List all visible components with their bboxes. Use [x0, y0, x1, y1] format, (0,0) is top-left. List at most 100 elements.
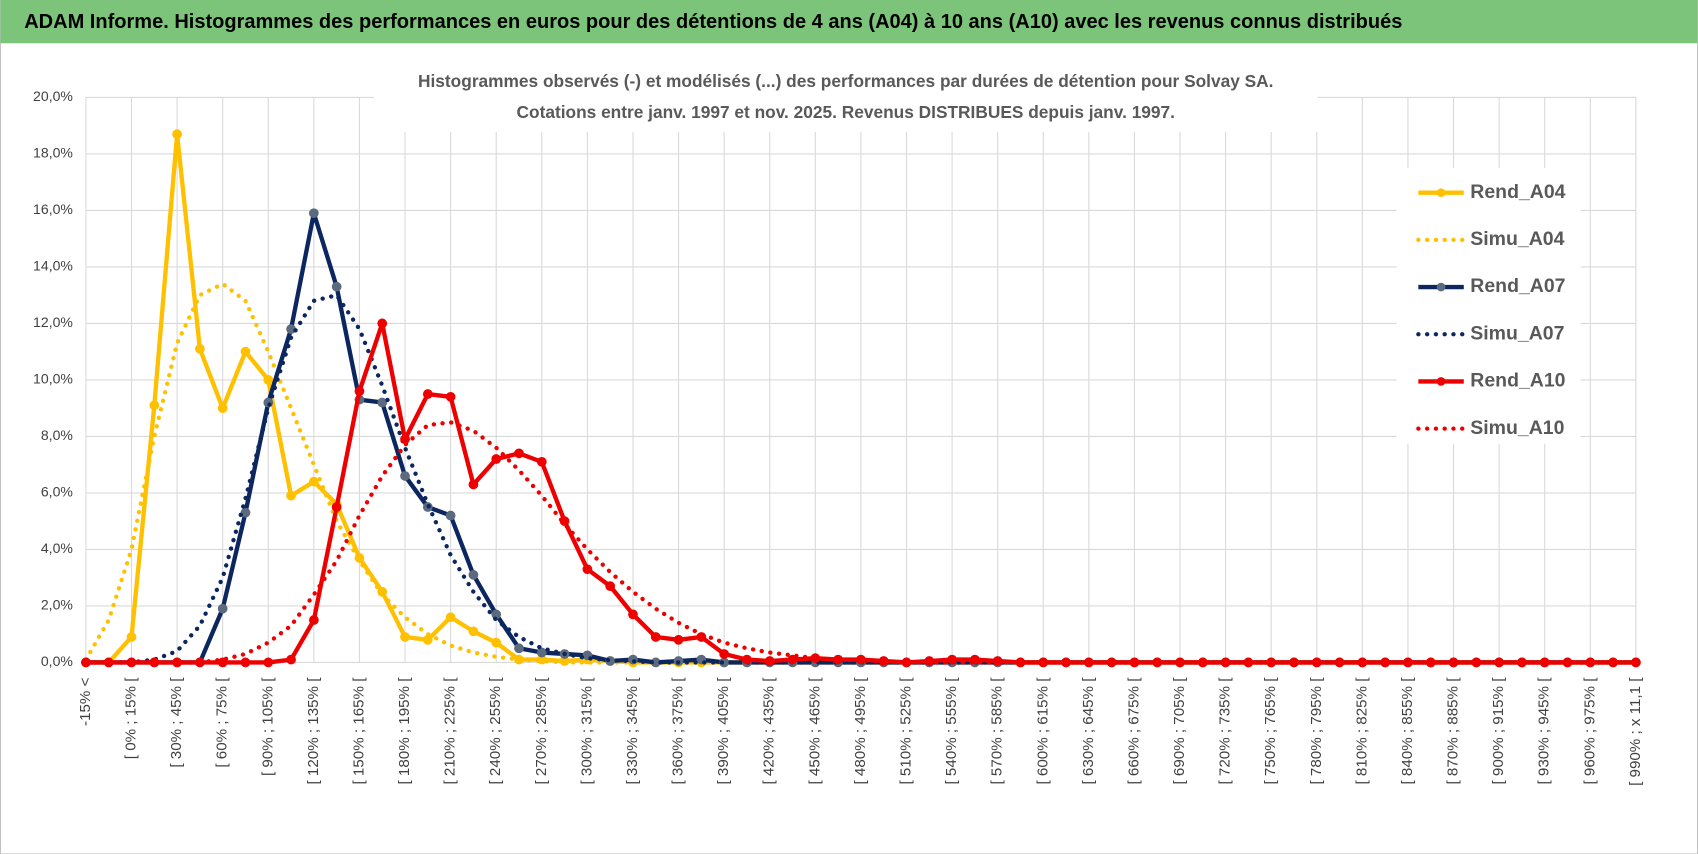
data-point — [377, 397, 388, 408]
x-tick-label: [ 30% ; 45% [ — [168, 677, 185, 768]
x-tick-label: [ 930% ; 945% [ — [1536, 677, 1553, 785]
legend-marker — [1436, 188, 1446, 197]
data-point — [240, 346, 251, 357]
data-point — [331, 502, 342, 512]
data-point — [400, 632, 410, 642]
x-tick-label: [ 990% ; x 11,1 [ — [1627, 677, 1644, 786]
x-tick-label: [ 120% ; 135% [ — [305, 677, 322, 785]
data-point — [445, 391, 456, 402]
data-point — [605, 581, 616, 592]
legend-label: Rend_A07 — [1470, 275, 1565, 297]
chart-title: Histogrammes observés (-) et modélisés (… — [418, 71, 1273, 91]
y-tick-label: 0,0% — [41, 653, 73, 669]
chart-subtitle: Cotations entre janv. 1997 et nov. 2025.… — [517, 102, 1175, 122]
y-tick-label: 8,0% — [41, 427, 73, 443]
data-point — [172, 129, 182, 140]
x-tick-label: [ 510% ; 525% [ — [897, 677, 914, 785]
y-tick-label: 6,0% — [41, 484, 73, 500]
x-tick-label: [ 600% ; 615% [ — [1034, 677, 1051, 785]
x-tick-label: [ 90% ; 105% [ — [259, 677, 276, 776]
data-point — [286, 490, 296, 501]
x-tick-label: [ 540% ; 555% [ — [943, 677, 960, 785]
data-point — [354, 386, 365, 397]
data-point — [514, 643, 524, 654]
x-tick-label: [ 480% ; 495% [ — [852, 677, 869, 785]
data-point — [263, 657, 274, 668]
x-tick-label: [ 300% ; 315% [ — [578, 677, 595, 785]
data-point — [787, 654, 798, 665]
data-point — [286, 654, 296, 665]
data-point — [1631, 657, 1641, 668]
data-point — [195, 343, 205, 354]
data-point — [536, 456, 547, 467]
data-point — [468, 626, 479, 637]
x-tick-label: [ 570% ; 585% [ — [989, 677, 1006, 785]
data-point — [263, 375, 274, 385]
legend-marker — [1436, 282, 1446, 292]
data-point — [400, 471, 410, 481]
header-title: ADAM Informe. Histogrammes des performan… — [24, 11, 1402, 33]
data-point — [536, 647, 547, 658]
data-point — [468, 569, 479, 580]
header-bar — [0, 0, 1698, 44]
x-tick-label: [ 840% ; 855% [ — [1399, 677, 1416, 785]
x-tick-label: [ 330% ; 345% [ — [624, 677, 641, 785]
x-tick-label: [ 270% ; 285% [ — [533, 677, 550, 785]
x-tick-label: [ 390% ; 405% [ — [715, 677, 732, 785]
x-tick-label: [ 420% ; 435% [ — [761, 677, 778, 785]
y-tick-label: 14,0% — [33, 258, 73, 274]
legend-label: Rend_A04 — [1470, 181, 1565, 203]
y-tick-label: 10,0% — [33, 371, 73, 387]
x-tick-label: [ 180% ; 195% [ — [396, 677, 413, 785]
data-point — [422, 389, 433, 399]
data-point — [126, 632, 137, 642]
x-tick-label: [ 660% ; 675% [ — [1125, 677, 1142, 785]
x-tick-label: [ 0% ; 15% [ — [123, 677, 140, 759]
x-tick-label: [ 720% ; 735% [ — [1217, 677, 1234, 785]
data-point — [628, 609, 638, 620]
data-point — [149, 400, 160, 411]
data-point — [240, 657, 251, 668]
data-point — [377, 318, 388, 329]
data-point — [445, 510, 456, 521]
title-background — [373, 62, 1318, 133]
y-tick-label: 2,0% — [41, 597, 73, 613]
x-tick-label: [ 60% ; 75% [ — [214, 677, 231, 768]
legend-label: Simu_A04 — [1470, 228, 1564, 250]
legend-label: Rend_A10 — [1470, 370, 1565, 392]
data-point — [422, 634, 433, 645]
y-tick-label: 4,0% — [41, 540, 73, 556]
x-tick-label: [ 750% ; 765% [ — [1262, 677, 1279, 785]
legend-background — [1396, 167, 1581, 444]
data-point — [468, 479, 479, 490]
x-tick-label: [ 690% ; 705% [ — [1171, 677, 1188, 785]
legend-label: Simu_A10 — [1470, 417, 1564, 439]
x-tick-label: [ 450% ; 465% [ — [806, 677, 823, 785]
y-tick-label: 16,0% — [33, 201, 73, 217]
x-tick-label: [ 870% ; 885% [ — [1445, 677, 1462, 785]
y-tick-label: 18,0% — [33, 145, 73, 161]
data-point — [514, 448, 524, 459]
data-point — [650, 632, 661, 642]
data-point — [308, 476, 319, 487]
x-tick-label: [ 630% ; 645% [ — [1080, 677, 1097, 785]
data-point — [719, 649, 730, 659]
data-point — [331, 281, 342, 292]
x-tick-label: [ 210% ; 225% [ — [442, 677, 459, 785]
x-tick-label: [ 240% ; 255% [ — [487, 677, 504, 785]
data-point — [217, 403, 228, 414]
data-point — [308, 615, 319, 625]
data-point — [217, 603, 228, 614]
data-point — [491, 454, 502, 464]
y-tick-label: 12,0% — [33, 314, 73, 330]
data-point — [308, 208, 319, 219]
data-point — [673, 634, 684, 645]
x-tick-label: [ 960% ; 975% [ — [1581, 677, 1598, 785]
data-point — [742, 654, 752, 665]
data-point — [764, 656, 775, 666]
data-point — [491, 637, 502, 648]
x-tick-label: -15% < — [77, 677, 94, 726]
legend-label: Simu_A07 — [1470, 322, 1564, 344]
legend-marker — [1436, 377, 1446, 386]
